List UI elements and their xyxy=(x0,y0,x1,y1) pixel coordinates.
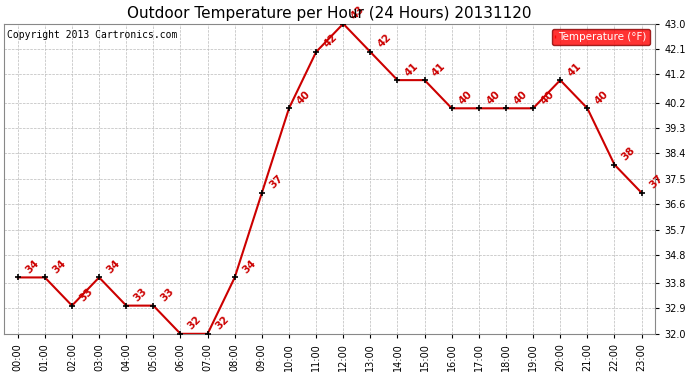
Text: 40: 40 xyxy=(539,89,556,106)
Text: 33: 33 xyxy=(132,286,149,303)
Text: 33: 33 xyxy=(159,286,176,303)
Text: 41: 41 xyxy=(430,60,448,78)
Text: 34: 34 xyxy=(105,258,122,275)
Text: 34: 34 xyxy=(50,258,68,275)
Text: 38: 38 xyxy=(620,145,638,162)
Text: 34: 34 xyxy=(240,258,257,275)
Legend: Temperature (°F): Temperature (°F) xyxy=(552,29,650,45)
Text: 41: 41 xyxy=(403,60,420,78)
Title: Outdoor Temperature per Hour (24 Hours) 20131120: Outdoor Temperature per Hour (24 Hours) … xyxy=(128,6,532,21)
Text: 33: 33 xyxy=(77,286,95,303)
Text: 32: 32 xyxy=(213,314,230,332)
Text: 40: 40 xyxy=(511,89,529,106)
Text: 42: 42 xyxy=(322,32,339,50)
Text: 40: 40 xyxy=(593,89,611,106)
Text: 43: 43 xyxy=(348,4,366,22)
Text: 34: 34 xyxy=(23,258,41,275)
Text: Copyright 2013 Cartronics.com: Copyright 2013 Cartronics.com xyxy=(8,30,178,40)
Text: 42: 42 xyxy=(376,32,393,50)
Text: 40: 40 xyxy=(484,89,502,106)
Text: 37: 37 xyxy=(268,173,285,191)
Text: 41: 41 xyxy=(566,60,583,78)
Text: 40: 40 xyxy=(295,89,312,106)
Text: 32: 32 xyxy=(186,314,204,332)
Text: 40: 40 xyxy=(457,89,475,106)
Text: 37: 37 xyxy=(647,173,664,191)
